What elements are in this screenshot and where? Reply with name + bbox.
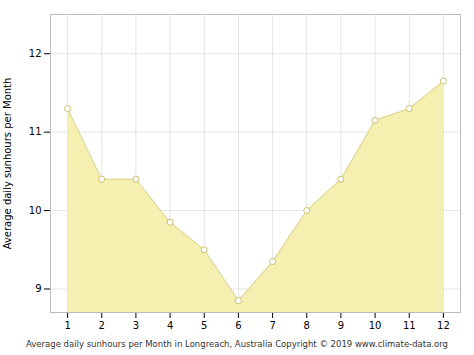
svg-text:9: 9 xyxy=(338,320,344,331)
svg-text:12: 12 xyxy=(29,48,42,59)
svg-text:6: 6 xyxy=(235,320,241,331)
svg-text:11: 11 xyxy=(29,126,42,137)
svg-text:10: 10 xyxy=(369,320,382,331)
svg-text:11: 11 xyxy=(403,320,416,331)
svg-text:8: 8 xyxy=(304,320,310,331)
svg-text:2: 2 xyxy=(99,320,105,331)
svg-text:7: 7 xyxy=(269,320,275,331)
svg-text:12: 12 xyxy=(437,320,450,331)
svg-text:10: 10 xyxy=(29,205,42,216)
svg-text:5: 5 xyxy=(201,320,207,331)
svg-text:Average daily sunhours per Mon: Average daily sunhours per Month xyxy=(2,78,13,250)
svg-text:1: 1 xyxy=(64,320,70,331)
svg-text:3: 3 xyxy=(133,320,139,331)
svg-text:4: 4 xyxy=(167,320,173,331)
html-text:Average daily sunhours per Mon: Average daily sunhours per Month in Long… xyxy=(26,339,448,349)
svg-text:9: 9 xyxy=(35,283,41,294)
